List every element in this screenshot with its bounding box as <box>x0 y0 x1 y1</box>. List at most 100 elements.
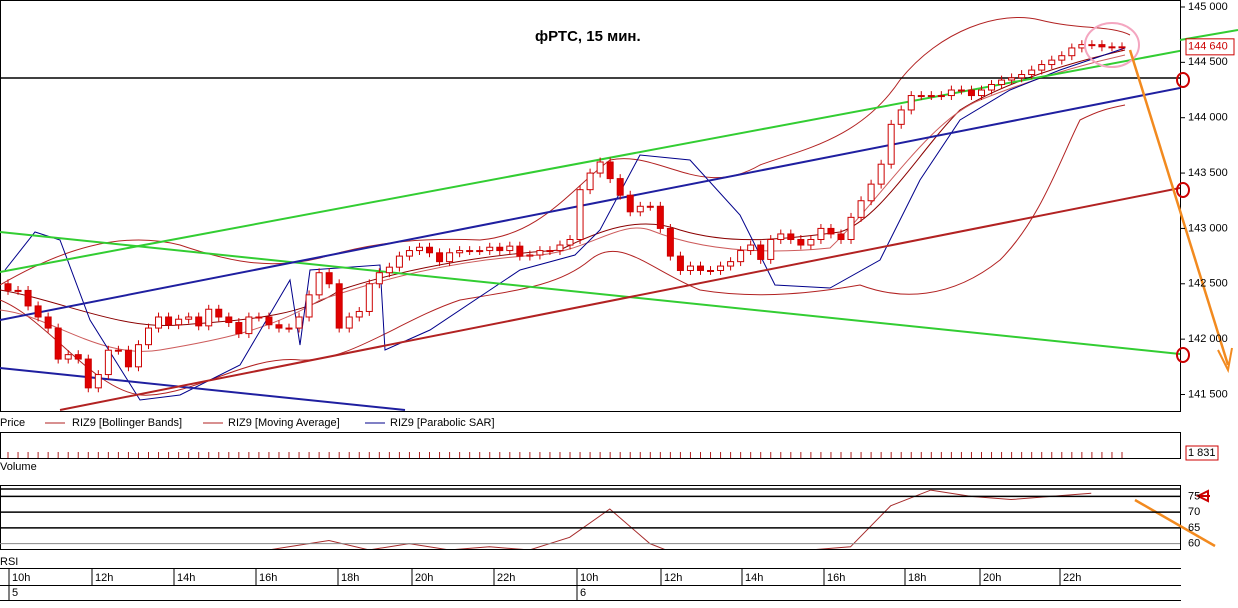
candle-body <box>375 272 383 285</box>
candle-body <box>777 233 785 240</box>
candle-body <box>34 305 42 318</box>
candle-body <box>666 227 674 257</box>
x-tick-label: 22h <box>497 572 515 584</box>
x-tick-label: 20h <box>415 572 433 584</box>
legend-entry: RIZ9 [Bollinger Bands] <box>72 417 182 429</box>
candle-body <box>195 316 203 327</box>
candle-body <box>506 245 514 252</box>
candle-body <box>185 316 193 320</box>
candle-body <box>14 289 22 292</box>
legend: Price RIZ9 [Bollinger Bands] RIZ9 [Movin… <box>0 417 495 429</box>
candle-body <box>1108 46 1116 49</box>
volume-ticks <box>7 452 1123 458</box>
candle-body <box>686 265 694 271</box>
candle-body <box>74 354 82 360</box>
candle-body <box>867 183 875 202</box>
candle-body <box>767 238 775 260</box>
annotations <box>1084 22 1238 548</box>
candle-body <box>275 324 283 329</box>
candle-body <box>797 238 805 246</box>
day-label: 5 <box>12 587 18 599</box>
candles <box>4 40 1126 393</box>
x-tick-label: 10h <box>580 572 598 584</box>
candle-body <box>245 316 253 335</box>
candle-body <box>305 294 313 318</box>
candle-body <box>957 89 965 92</box>
x-tick-label: 20h <box>983 572 1001 584</box>
y-tick-label: 65 <box>1188 522 1200 534</box>
candle-body <box>415 246 423 252</box>
y-tick-label: 142 500 <box>1188 278 1228 290</box>
candle-body <box>937 95 945 98</box>
candle-body <box>837 233 845 240</box>
candle-body <box>335 283 343 329</box>
candle-body <box>235 322 243 335</box>
candle-body <box>1098 44 1106 48</box>
candle-body <box>787 233 795 240</box>
candle-body <box>877 163 885 185</box>
candle-body <box>145 327 153 346</box>
candle-body <box>64 354 72 360</box>
candle-body <box>325 272 333 285</box>
candle-body <box>355 310 363 318</box>
x-tick-label: 10h <box>12 572 30 584</box>
candle-body <box>566 238 574 246</box>
candle-body <box>255 316 263 319</box>
last-price: 144 640 <box>1188 41 1228 53</box>
x-tick-label: 14h <box>745 572 763 584</box>
candle-body <box>395 255 403 268</box>
candle-body <box>526 254 534 257</box>
candle-body <box>747 244 755 252</box>
candle-body <box>907 95 915 111</box>
x-tick-label: 18h <box>908 572 926 584</box>
candle-body <box>1078 44 1086 49</box>
x-tick-label: 22h <box>1063 572 1081 584</box>
candle-body <box>947 89 955 97</box>
y-tick-label: 142 000 <box>1188 333 1228 345</box>
candle-body <box>124 349 132 368</box>
candle-body <box>807 238 815 246</box>
day-label: 6 <box>580 587 586 599</box>
candle-body <box>967 89 975 97</box>
overlays <box>0 17 1180 411</box>
candle-body <box>696 265 704 271</box>
candle-body <box>596 161 604 174</box>
candle-body <box>1038 64 1046 71</box>
candle-body <box>516 245 524 257</box>
candle-body <box>817 227 825 240</box>
candle-body <box>436 252 444 263</box>
candle-body <box>847 216 855 240</box>
volume-last: 1 831 <box>1188 447 1216 459</box>
candle-body <box>606 161 614 180</box>
legend-entry: RIZ9 [Parabolic SAR] <box>390 417 495 429</box>
candle-body <box>4 283 12 291</box>
candle-body <box>1068 47 1076 57</box>
candle-body <box>656 205 664 229</box>
candle-body <box>857 200 865 218</box>
rsi-label: RSI <box>0 556 18 568</box>
candle-body <box>215 308 223 318</box>
y-tick-label: 143 000 <box>1188 222 1228 234</box>
x-tick-label: 12h <box>664 572 682 584</box>
candle-body <box>1118 46 1126 49</box>
candle-body <box>827 227 835 235</box>
candle-body <box>365 283 373 312</box>
candle-body <box>345 316 353 329</box>
candle-body <box>927 95 935 98</box>
candle-body <box>717 265 725 271</box>
candle-body <box>917 95 925 98</box>
candle-body <box>155 316 163 329</box>
candle-body <box>285 327 293 330</box>
x-tick-label: 14h <box>177 572 195 584</box>
candle-body <box>1088 44 1096 47</box>
candle-body <box>205 308 213 327</box>
candle-body <box>446 252 454 263</box>
candle-body <box>988 83 996 91</box>
candle-body <box>998 79 1006 85</box>
candle-body <box>496 246 504 252</box>
candle-body <box>1058 55 1066 61</box>
candle-body <box>175 318 183 326</box>
candle-body <box>84 358 92 389</box>
x-tick-label: 12h <box>95 572 113 584</box>
legend-entry: Price <box>0 417 25 429</box>
